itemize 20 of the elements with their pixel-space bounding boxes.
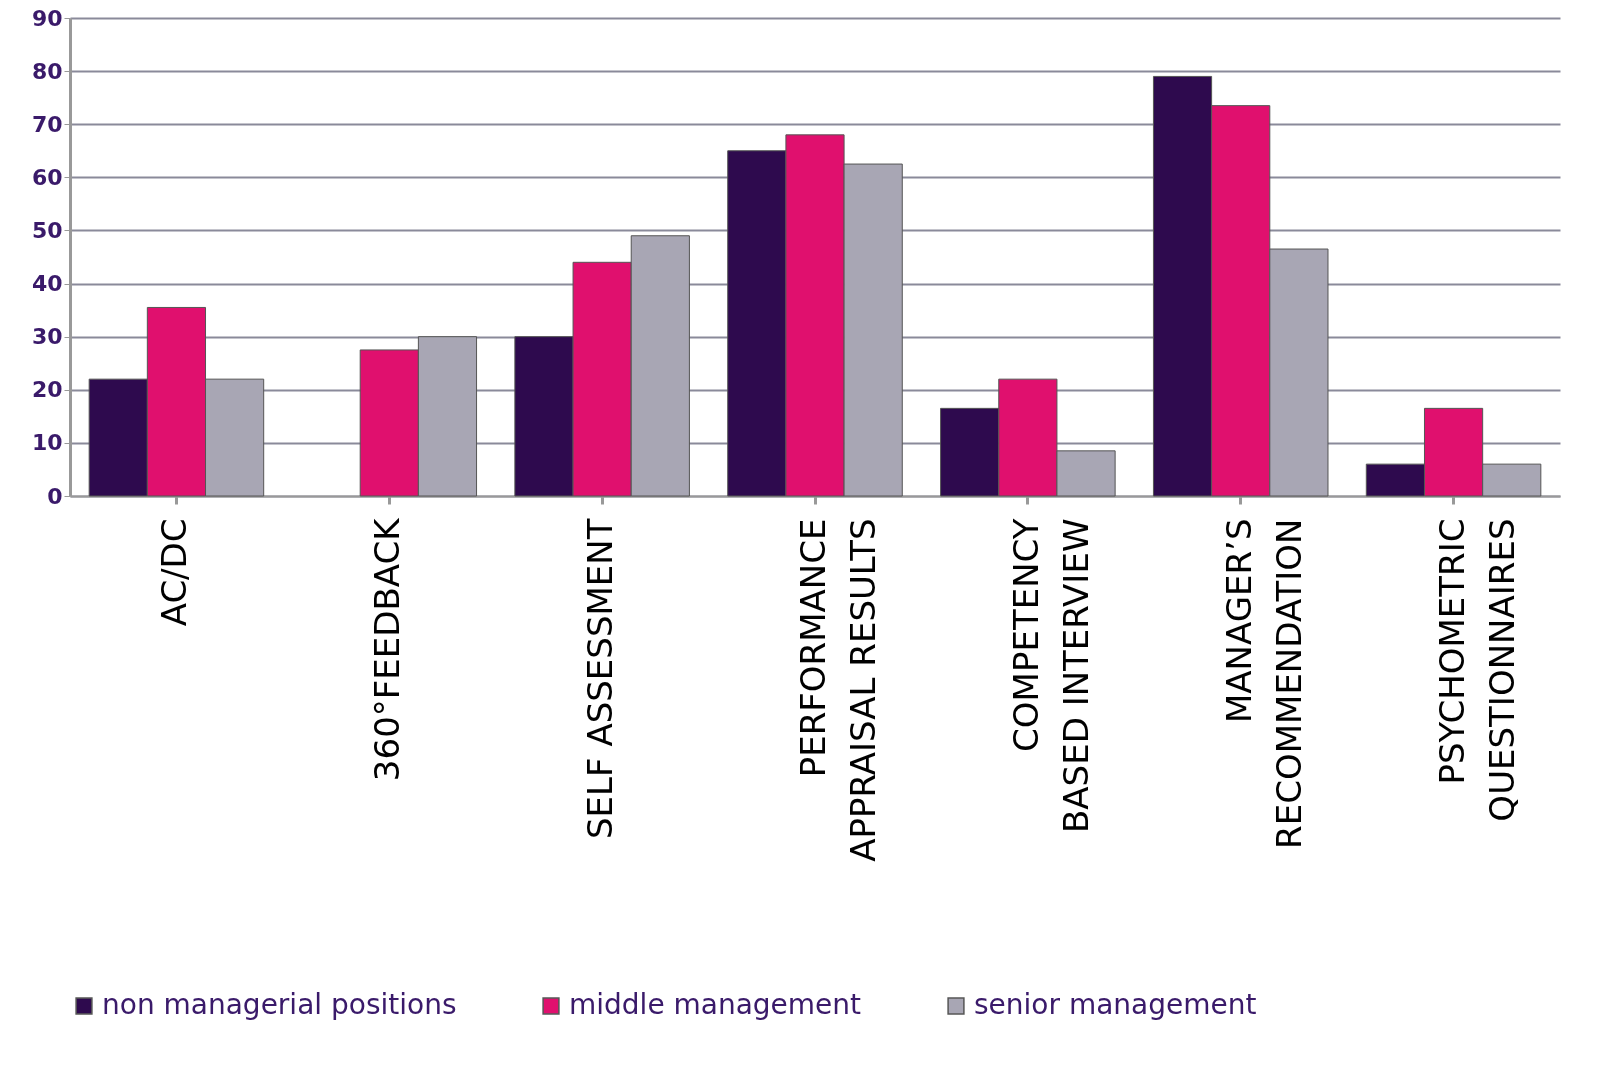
legend-label: middle management: [569, 988, 862, 1021]
y-tick-label: 60: [31, 164, 63, 190]
x-tick-label: COMPETENCY BASED INTERVIEW: [1005, 518, 1096, 833]
y-tick-label: 40: [31, 271, 63, 297]
y-tick-label: 90: [31, 5, 63, 31]
x-tick-label: PERFORMANCE APPRAISAL RESULTS: [793, 518, 883, 862]
x-tick-label: PSYCHOMETRIC QUESTIONNAIRES: [1431, 518, 1522, 822]
x-tick-label: SELF ASSESSMENT: [580, 518, 621, 839]
x-tick-label: AC/DC: [154, 518, 195, 627]
x-tick-label: MANAGER’S RECOMMENDATION: [1218, 518, 1309, 849]
y-tick-label: 0: [47, 483, 63, 509]
y-tick-label: 50: [31, 217, 63, 243]
y-tick-label: 80: [31, 58, 63, 84]
y-tick-label: 30: [31, 324, 63, 350]
legend-label: senior management: [974, 988, 1257, 1021]
legend-label: non managerial positions: [102, 988, 457, 1021]
y-tick-label: 10: [31, 430, 63, 456]
y-tick-label: 20: [31, 377, 63, 403]
x-tick-label: 360°FEEDBACK: [367, 516, 408, 782]
y-tick-label: 70: [31, 111, 63, 137]
